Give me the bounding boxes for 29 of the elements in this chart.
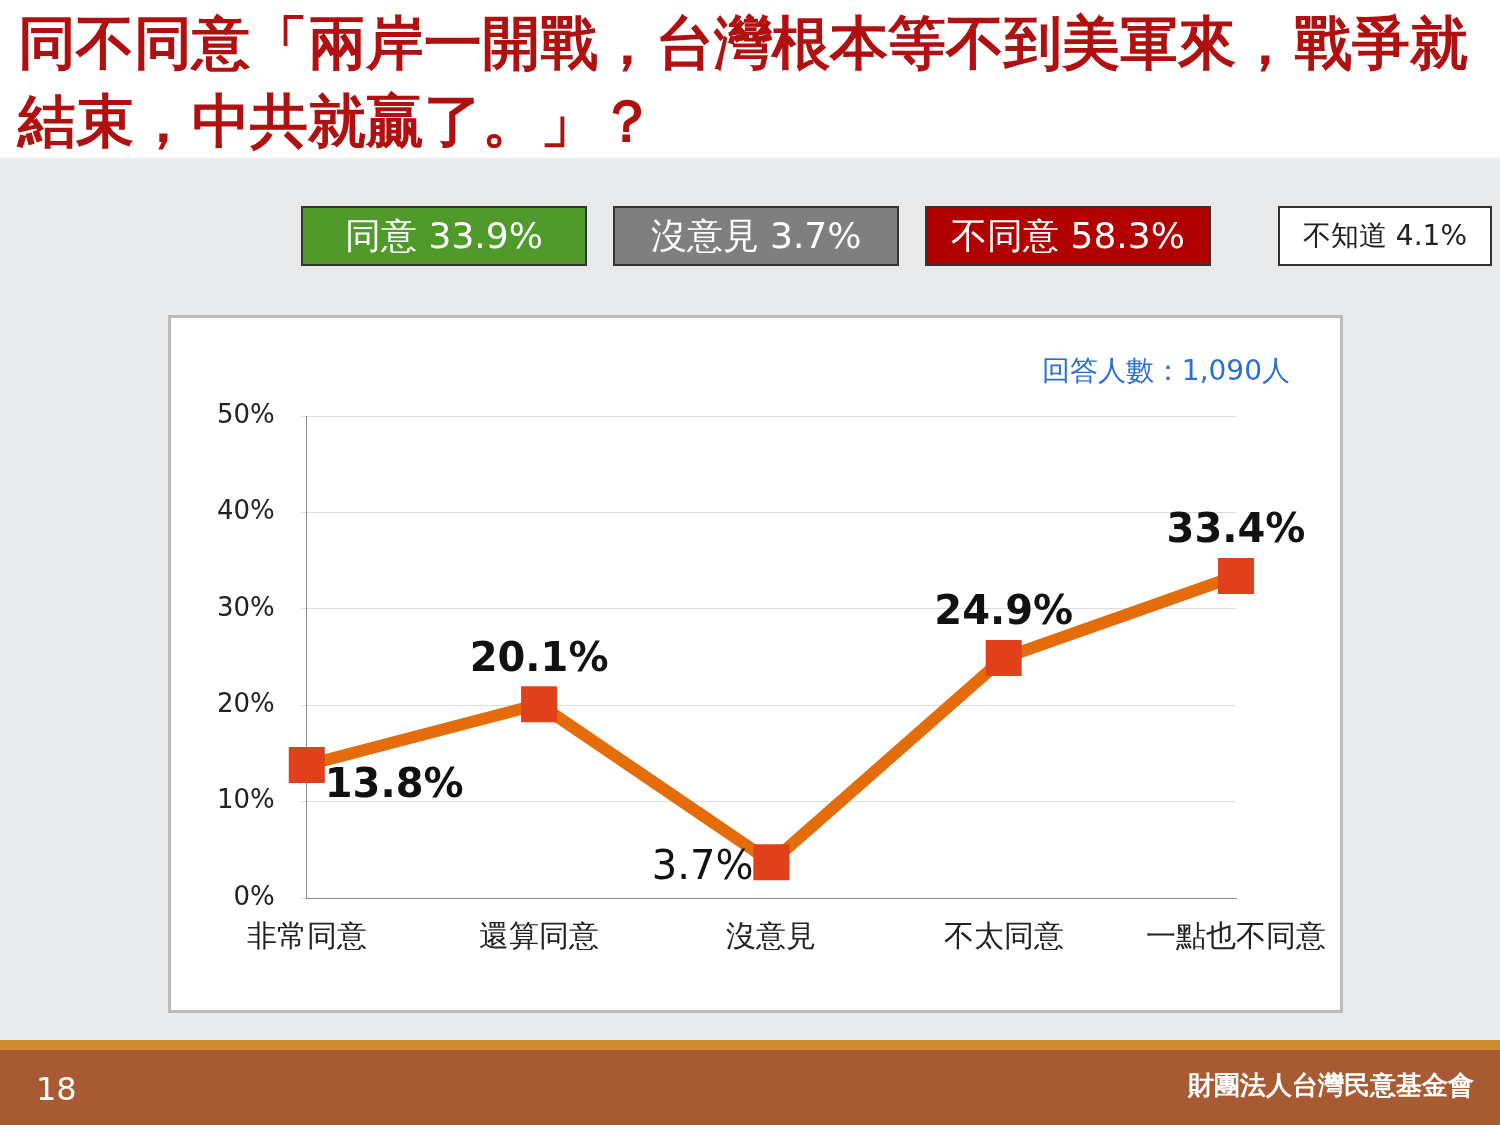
- x-tick-label: 不太同意: [943, 917, 1064, 953]
- text: 財團法人台灣民意基金會: [1188, 1069, 1474, 1102]
- point: [288, 746, 325, 783]
- data-label: 3.7%: [651, 841, 754, 888]
- point: [753, 844, 790, 881]
- data-label: 33.4%: [1166, 505, 1306, 552]
- data-label: 13.8%: [324, 760, 464, 807]
- text: 18: [36, 1070, 77, 1108]
- data-label: 20.1%: [469, 633, 609, 680]
- y-tick-label: 50%: [216, 398, 275, 429]
- y-tick-label: 10%: [216, 784, 275, 815]
- x-tick-label: 一點也不同意: [1146, 917, 1326, 953]
- y-tick-label: 40%: [216, 495, 275, 526]
- x-tick-label: 沒意見: [726, 917, 817, 953]
- x-tick-label: 還算同意: [479, 917, 600, 953]
- point: [985, 639, 1022, 676]
- text: 同意 33.9%: [301, 206, 587, 266]
- point: [521, 686, 558, 723]
- text: 不知道 4.1%: [1278, 206, 1492, 266]
- text: 沒意見 3.7%: [613, 206, 899, 266]
- x-tick-label: 非常同意: [246, 917, 367, 953]
- chart-title: 同不同意「兩岸一開戰，台灣根本等不到美軍來，戰爭就結束，中共就贏了。」？: [0, 0, 1500, 158]
- y-tick-label: 0%: [233, 880, 275, 911]
- data-label: 24.9%: [934, 587, 1074, 634]
- text: 不同意 58.3%: [925, 206, 1211, 266]
- point: [1217, 558, 1255, 595]
- y-tick-label: 20%: [216, 687, 275, 718]
- y-tick-label: 30%: [216, 591, 275, 622]
- text: 回答人數：1,090人: [1041, 353, 1290, 389]
